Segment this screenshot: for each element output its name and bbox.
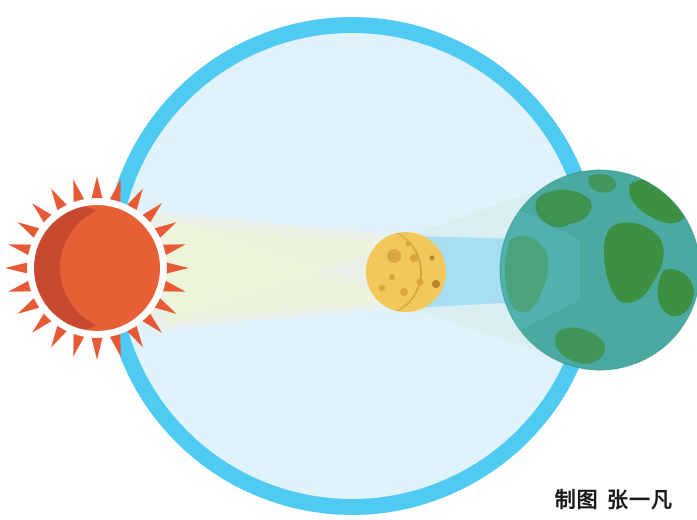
sun-ray	[162, 261, 189, 275]
sun-ray	[5, 261, 32, 275]
earth-icon	[499, 169, 697, 371]
moon-icon	[366, 232, 446, 312]
sun-icon	[5, 176, 189, 360]
light-beam	[150, 212, 405, 330]
credit-label: 制图 张一凡	[554, 488, 673, 512]
sun-ray	[90, 176, 104, 203]
sun-ray	[90, 333, 104, 360]
